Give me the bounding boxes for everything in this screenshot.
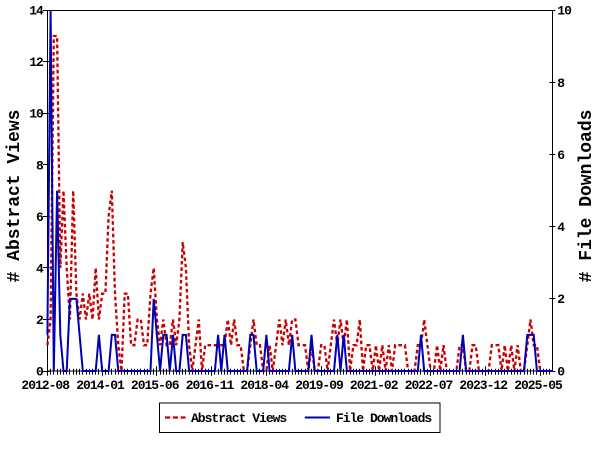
svg-text:10: 10 [557, 4, 572, 19]
svg-text:4: 4 [36, 261, 44, 276]
svg-text:8: 8 [557, 76, 565, 91]
svg-text:File Downloads: File Downloads [336, 411, 432, 426]
svg-text:2015-06: 2015-06 [131, 378, 180, 393]
svg-text:12: 12 [29, 55, 44, 70]
svg-text:6: 6 [557, 148, 565, 163]
svg-text:2012-08: 2012-08 [21, 378, 70, 393]
svg-text:2014-01: 2014-01 [76, 378, 125, 393]
svg-text:0: 0 [36, 364, 44, 379]
svg-text:2022-07: 2022-07 [405, 378, 453, 393]
svg-text:2021-02: 2021-02 [350, 378, 399, 393]
svg-text:2: 2 [36, 313, 44, 328]
svg-text:8: 8 [36, 158, 44, 173]
svg-text:2025-05: 2025-05 [514, 378, 563, 393]
svg-text:6: 6 [36, 210, 44, 225]
svg-text:4: 4 [557, 220, 565, 235]
svg-text:2016-11: 2016-11 [186, 378, 235, 393]
svg-text:0: 0 [557, 364, 565, 379]
svg-text:# File Downloads: # File Downloads [577, 110, 597, 283]
svg-text:Abstract Views: Abstract Views [191, 411, 287, 426]
svg-text:2: 2 [557, 292, 565, 307]
svg-text:2023-12: 2023-12 [459, 378, 508, 393]
svg-text:14: 14 [29, 4, 44, 19]
svg-text:# Abstract Views: # Abstract Views [5, 110, 25, 283]
svg-text:10: 10 [29, 107, 44, 122]
svg-text:2019-09: 2019-09 [295, 378, 344, 393]
svg-text:2018-04: 2018-04 [240, 378, 289, 393]
